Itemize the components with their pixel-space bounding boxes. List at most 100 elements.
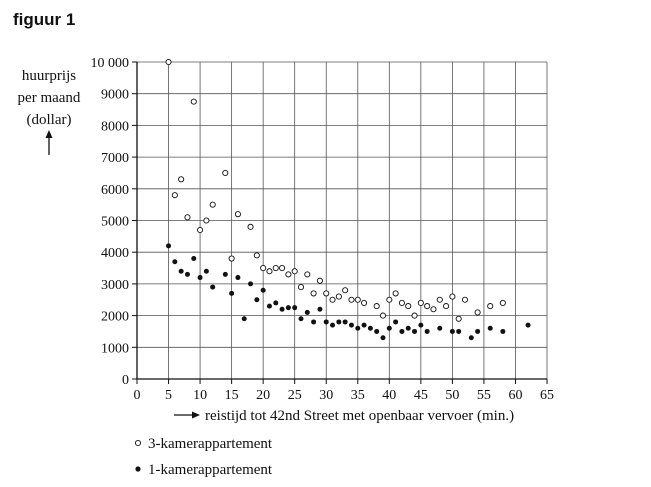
point-1-kamerappartement [449, 328, 455, 334]
point-1-kamerappartement [210, 284, 216, 290]
point-1-kamerappartement [292, 305, 298, 311]
point-1-kamerappartement [405, 325, 411, 331]
point-1-kamerappartement [355, 325, 361, 331]
y-tick-label: 9000 [101, 88, 129, 103]
point-3-kamerappartement [342, 287, 349, 294]
x-tick-label: 55 [477, 388, 491, 403]
point-3-kamerappartement [461, 296, 469, 303]
point-3-kamerappartement [487, 303, 494, 310]
point-1-kamerappartement [260, 287, 266, 293]
point-3-kamerappartement [417, 299, 424, 306]
legend: 3-kamerappartement 1-kamerappartement [134, 436, 273, 478]
point-3-kamerappartement [184, 214, 191, 221]
x-axis-ticks: 0 5 10 15 20 25 30 35 40 45 50 55 60 65 [134, 379, 554, 403]
point-1-kamerappartement [311, 319, 317, 325]
x-tick-label: 40 [382, 388, 396, 403]
y-axis-label-line-3: (dollar) [27, 112, 72, 128]
point-1-kamerappartement [380, 335, 386, 341]
point-3-kamerappartement [335, 293, 342, 300]
x-tick-label: 30 [319, 388, 333, 403]
point-3-kamerappartement [234, 211, 241, 218]
point-1-kamerappartement [166, 243, 172, 249]
point-3-kamerappartement [209, 201, 216, 208]
point-1-kamerappartement [361, 322, 367, 328]
point-1-kamerappartement [191, 256, 197, 262]
x-tick-label: 35 [351, 388, 365, 403]
point-3-kamerappartement [304, 271, 311, 278]
point-1-kamerappartement [273, 300, 279, 306]
point-3-kamerappartement [474, 309, 481, 316]
point-3-kamerappartement [190, 98, 197, 105]
point-3-kamerappartement [424, 303, 431, 310]
point-1-kamerappartement [348, 322, 354, 328]
y-tick-label: 0 [122, 373, 129, 388]
point-1-kamerappartement [323, 319, 329, 325]
point-1-kamerappartement [418, 322, 424, 328]
point-3-kamerappartement [443, 303, 450, 310]
x-tick-label: 10 [193, 388, 207, 403]
point-1-kamerappartement [437, 325, 443, 331]
x-tick-label: 50 [445, 388, 459, 403]
y-axis-label-line-2: per maand [18, 90, 81, 106]
point-3-kamerappartement [253, 252, 260, 259]
point-1-kamerappartement [342, 319, 348, 325]
point-3-kamerappartement [316, 277, 323, 284]
point-3-kamerappartement [430, 306, 437, 313]
point-1-kamerappartement [241, 316, 247, 322]
point-3-kamerappartement [285, 271, 292, 278]
x-tick-label: 60 [508, 388, 522, 403]
point-3-kamerappartement [379, 312, 387, 319]
x-tick-label: 0 [134, 388, 141, 403]
y-tick-label: 2000 [101, 310, 129, 325]
point-1-kamerappartement [525, 322, 531, 328]
up-arrow-icon [45, 130, 53, 155]
x-axis-label: reistijd tot 42nd Street met openbaar ve… [205, 408, 514, 424]
point-1-kamerappartement [330, 322, 336, 328]
point-3-kamerappartement [354, 296, 361, 303]
x-tick-label: 45 [414, 388, 428, 403]
point-3-kamerappartement [272, 264, 279, 272]
point-1-kamerappartement [266, 303, 272, 309]
data-points [165, 58, 531, 341]
point-1-kamerappartement [456, 328, 462, 334]
point-1-kamerappartement [254, 297, 260, 303]
point-3-kamerappartement [329, 296, 336, 303]
point-3-kamerappartement [260, 264, 267, 272]
point-1-kamerappartement [235, 275, 241, 281]
point-1-kamerappartement [367, 325, 373, 331]
point-3-kamerappartement [222, 169, 229, 176]
y-tick-label: 5000 [101, 215, 129, 230]
point-1-kamerappartement [184, 271, 190, 277]
point-1-kamerappartement [298, 316, 304, 322]
grid [136, 61, 548, 380]
x-tick-label: 65 [540, 388, 554, 403]
point-3-kamerappartement [279, 264, 286, 272]
point-3-kamerappartement [171, 192, 178, 199]
point-3-kamerappartement [178, 176, 185, 183]
point-1-kamerappartement [172, 259, 178, 265]
point-1-kamerappartement [468, 335, 474, 341]
point-1-kamerappartement [279, 306, 285, 312]
legend-filled-circle-marker [135, 466, 141, 472]
point-1-kamerappartement [285, 305, 291, 311]
point-3-kamerappartement [455, 315, 462, 322]
legend-label-1-kamer: 1-kamerappartement [148, 462, 273, 478]
point-3-kamerappartement [297, 284, 305, 291]
point-1-kamerappartement [222, 271, 228, 277]
point-1-kamerappartement [248, 281, 254, 287]
point-3-kamerappartement [310, 290, 317, 297]
y-tick-label: 10 000 [91, 56, 130, 71]
point-1-kamerappartement [424, 328, 430, 334]
y-tick-label: 7000 [101, 151, 129, 166]
point-3-kamerappartement [373, 303, 380, 310]
point-1-kamerappartement [178, 268, 184, 274]
point-3-kamerappartement [386, 296, 393, 303]
point-1-kamerappartement [336, 319, 342, 325]
point-1-kamerappartement [412, 328, 418, 334]
point-3-kamerappartement [405, 303, 412, 310]
point-3-kamerappartement [436, 296, 443, 303]
point-1-kamerappartement [393, 319, 399, 325]
point-1-kamerappartement [399, 328, 405, 334]
point-1-kamerappartement [500, 328, 506, 334]
point-1-kamerappartement [304, 309, 310, 315]
